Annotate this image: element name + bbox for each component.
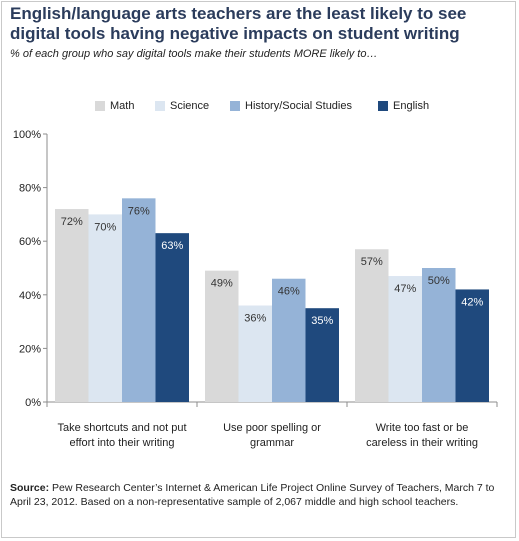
legend-label: History/Social Studies [245, 100, 352, 112]
legend-label: Science [170, 100, 210, 112]
y-tick-label: 20% [19, 343, 41, 355]
legend-item: English [378, 100, 429, 112]
bar [355, 249, 389, 402]
y-tick-label: 40% [19, 290, 41, 302]
legend-swatch [155, 101, 165, 111]
bar-value-label: 50% [428, 275, 450, 287]
bar-value-label: 49% [211, 278, 233, 290]
bar [422, 268, 456, 402]
bar-value-label: 72% [61, 216, 83, 228]
bar [272, 278, 306, 402]
legend-item: Science [155, 100, 209, 112]
y-tick-label: 60% [19, 236, 41, 248]
bar-value-label: 76% [128, 205, 150, 217]
bar [122, 198, 156, 402]
source-note: Source: Pew Research Center’s Internet &… [10, 482, 510, 509]
x-category-label: Write too fast or be [376, 422, 469, 434]
bar-value-label: 35% [311, 315, 333, 327]
bar-value-label: 70% [94, 221, 116, 233]
x-category-label: grammar [250, 437, 294, 449]
legend-item: History/Social Studies [230, 100, 352, 112]
bar [155, 233, 189, 402]
bar [388, 276, 422, 402]
bar-value-label: 36% [244, 313, 266, 325]
x-category-label: effort into their writing [70, 437, 175, 449]
legend-label: English [393, 100, 430, 112]
x-category-label: careless in their writing [366, 437, 478, 449]
bar-value-label: 47% [394, 283, 416, 295]
bar-value-label: 63% [161, 240, 183, 252]
bar [205, 270, 239, 402]
legend-swatch [230, 101, 240, 111]
bar [88, 214, 122, 402]
y-tick-label: 100% [13, 129, 41, 141]
bar [305, 308, 339, 402]
legend-label: Math [110, 100, 135, 112]
bar-value-label: 42% [461, 296, 483, 308]
bar-value-label: 57% [361, 256, 383, 268]
legend-swatch [378, 101, 388, 111]
legend-item: Math [95, 100, 134, 112]
x-category-label: Take shortcuts and not put [57, 422, 186, 434]
source-text: Pew Research Center’s Internet & America… [10, 482, 495, 508]
y-tick-label: 80% [19, 183, 41, 195]
bar [238, 305, 272, 402]
chart-legend: Math Science History/Social Studies English [0, 100, 519, 116]
y-tick-label: 0% [25, 397, 41, 409]
bar [455, 289, 489, 402]
bar [55, 209, 89, 402]
chart-title: English/language arts teachers are the l… [10, 4, 467, 43]
x-category-label: Use poor spelling or [223, 422, 321, 434]
legend-swatch [95, 101, 105, 111]
chart-subtitle: % of each group who say digital tools ma… [10, 48, 378, 60]
source-label: Source: [10, 482, 50, 494]
bar-value-label: 46% [278, 286, 300, 298]
